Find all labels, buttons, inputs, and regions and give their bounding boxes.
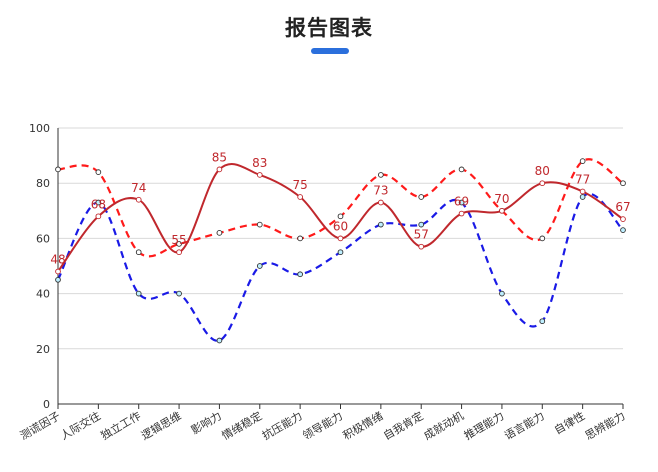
data-point — [458, 210, 465, 217]
y-tick-label: 40 — [36, 288, 50, 301]
label-layer: 48 68 74 55 85 83 75 60 73 57 69 70 80 77 67 — [50, 150, 630, 266]
data-point — [579, 158, 586, 164]
x-tick-label: 影响力 — [189, 409, 224, 437]
data-point — [579, 188, 586, 195]
data-label: 74 — [131, 181, 146, 195]
data-point — [418, 243, 425, 250]
data-label: 67 — [615, 200, 630, 214]
data-point — [176, 241, 182, 247]
data-point — [95, 169, 102, 176]
data-point — [539, 235, 546, 242]
y-tick-label: 20 — [36, 343, 50, 356]
x-tick-label: 测谎因子 — [17, 408, 62, 442]
x-tick-label: 推理能力 — [461, 408, 506, 442]
data-point — [458, 166, 465, 173]
x-tick-label: 抗压能力 — [260, 408, 305, 442]
data-point — [135, 249, 142, 256]
data-point — [297, 271, 303, 278]
data-point — [256, 263, 263, 269]
data-point — [620, 227, 626, 233]
x-tick-label: 思辨能力 — [582, 408, 627, 442]
point-layer — [55, 158, 626, 344]
data-point — [539, 180, 546, 187]
data-point — [378, 199, 384, 206]
data-label: 55 — [171, 233, 186, 247]
data-label: 48 — [50, 253, 65, 267]
data-label: 80 — [535, 164, 550, 178]
data-point — [216, 166, 223, 173]
y-tick-label: 0 — [43, 398, 50, 411]
y-tick-label: 100 — [29, 122, 50, 135]
data-point — [579, 194, 586, 200]
data-point — [55, 276, 61, 283]
data-point — [620, 216, 626, 222]
data-point — [418, 194, 425, 200]
data-point — [499, 290, 505, 297]
x-tick-label: 人际交往 — [58, 408, 103, 442]
data-point — [378, 221, 384, 228]
data-label: 57 — [414, 228, 429, 242]
x-tick-label: 成就动机 — [421, 408, 466, 442]
data-point — [176, 290, 182, 297]
data-point — [458, 199, 465, 206]
data-point — [95, 213, 102, 220]
data-point — [55, 166, 61, 173]
page-title: 报告图表 — [285, 16, 373, 40]
x-tick-label: 语言能力 — [502, 408, 547, 442]
x-tick-label: 自律性 — [552, 408, 588, 437]
data-point — [216, 230, 223, 236]
data-label: 69 — [454, 195, 469, 209]
data-point — [378, 172, 384, 178]
data-point — [337, 213, 344, 220]
data-point — [418, 221, 425, 228]
data-label: 60 — [333, 219, 348, 233]
x-tick-label: 逻辑思维 — [138, 408, 183, 442]
data-point — [297, 235, 303, 242]
x-tick-label: 独立工作 — [98, 408, 143, 442]
data-point — [337, 249, 344, 256]
data-point — [176, 249, 182, 256]
data-point — [256, 172, 263, 178]
y-tick-label: 60 — [36, 232, 50, 245]
data-label: 70 — [494, 192, 509, 206]
data-point — [337, 235, 344, 242]
data-point — [135, 196, 142, 203]
data-label: 85 — [212, 150, 227, 164]
data-label: 68 — [91, 197, 106, 211]
y-tick-label: 80 — [36, 177, 50, 190]
data-point — [256, 221, 263, 228]
data-label: 75 — [293, 178, 308, 192]
data-point — [620, 180, 626, 187]
data-point — [297, 194, 303, 200]
data-label: 73 — [373, 184, 388, 198]
data-point — [539, 318, 546, 325]
data-label: 83 — [252, 156, 267, 170]
x-tick-label: 积极情绪 — [340, 408, 385, 442]
x-tick-label: 情绪稳定 — [219, 408, 264, 442]
data-point — [95, 199, 102, 206]
x-tick-label: 领导能力 — [300, 408, 345, 442]
data-label: 77 — [575, 172, 590, 186]
data-point — [499, 207, 505, 214]
title-underline — [311, 48, 349, 54]
x-tick-label: 自我肯定 — [381, 408, 426, 442]
data-point — [55, 268, 61, 275]
data-point — [216, 337, 223, 344]
data-point — [135, 290, 142, 297]
